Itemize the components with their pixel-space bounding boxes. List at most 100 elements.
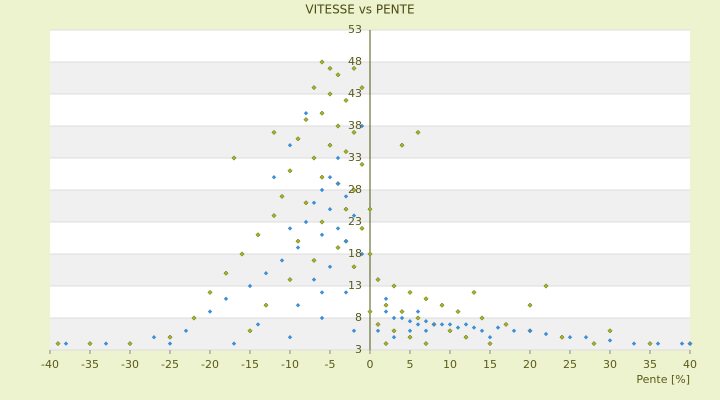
point — [311, 257, 317, 263]
point — [351, 264, 357, 270]
point — [423, 341, 429, 347]
x-tick-label: 25 — [563, 358, 577, 371]
point — [359, 85, 365, 91]
point — [391, 328, 397, 334]
x-tick-label: -30 — [121, 358, 139, 371]
x-tick-label: 10 — [443, 358, 457, 371]
point — [327, 65, 333, 71]
x-tick-label: -20 — [201, 358, 219, 371]
point — [343, 239, 349, 244]
point — [407, 328, 413, 333]
point — [439, 302, 445, 308]
point — [431, 322, 437, 327]
point — [351, 129, 357, 135]
x-tick-label: -35 — [81, 358, 99, 371]
point — [311, 277, 317, 282]
point — [279, 193, 285, 199]
point — [391, 315, 397, 321]
point — [335, 181, 341, 186]
point — [303, 117, 309, 123]
point — [359, 225, 365, 231]
point — [503, 321, 509, 327]
point — [183, 328, 189, 333]
point — [543, 283, 549, 289]
point — [351, 328, 357, 333]
point — [343, 290, 349, 295]
point — [335, 245, 341, 251]
point — [263, 302, 269, 308]
point — [375, 321, 381, 327]
chart-title: VITESSE vs PENTE — [305, 3, 414, 17]
point — [367, 309, 373, 315]
point — [359, 123, 365, 129]
point — [367, 206, 373, 212]
point — [511, 328, 517, 333]
point — [327, 91, 333, 97]
point — [287, 168, 293, 174]
point — [247, 283, 253, 289]
point — [319, 59, 325, 65]
point — [439, 322, 445, 327]
point — [383, 341, 389, 347]
point — [591, 341, 597, 347]
y-tick-label: 13 — [348, 279, 362, 292]
point — [415, 322, 421, 327]
x-tick-label: -5 — [325, 358, 336, 371]
x-tick-label: 5 — [407, 358, 414, 371]
point — [327, 264, 333, 269]
y-tick-label: 53 — [348, 23, 362, 36]
point — [327, 207, 333, 212]
point — [223, 270, 229, 276]
point — [351, 213, 357, 218]
point — [271, 213, 277, 219]
point — [303, 200, 309, 206]
point — [303, 111, 309, 116]
point — [487, 335, 493, 340]
point — [191, 315, 197, 321]
y-tick-label: 43 — [348, 87, 362, 100]
point — [415, 129, 421, 135]
point — [527, 302, 533, 308]
point — [399, 315, 405, 321]
point — [351, 187, 357, 193]
point — [455, 309, 461, 315]
point — [335, 123, 341, 129]
point — [271, 175, 277, 180]
point — [239, 251, 245, 257]
point — [455, 325, 461, 330]
point — [319, 232, 325, 237]
point — [327, 175, 333, 180]
point — [423, 328, 429, 333]
point — [527, 328, 533, 333]
y-tick-label: 8 — [355, 311, 362, 324]
point — [567, 335, 573, 340]
point — [287, 277, 293, 283]
point — [271, 129, 277, 135]
point — [319, 290, 325, 295]
point — [127, 341, 133, 347]
point — [447, 328, 453, 334]
point — [87, 341, 93, 347]
point — [247, 328, 253, 334]
point — [151, 335, 157, 340]
point — [607, 338, 613, 343]
point — [263, 271, 269, 276]
point — [255, 322, 261, 327]
point — [351, 65, 357, 71]
x-axis-label: Pente [%] — [636, 373, 690, 386]
point — [255, 232, 261, 238]
point — [367, 251, 373, 257]
point — [167, 334, 173, 340]
point — [311, 200, 317, 205]
x-tick-label: 35 — [643, 358, 657, 371]
point — [383, 302, 389, 308]
point — [319, 219, 325, 225]
point — [295, 238, 301, 244]
y-tick-label: 3 — [355, 343, 362, 356]
point — [319, 174, 325, 180]
y-tick-label: 38 — [348, 119, 362, 132]
point — [495, 325, 501, 330]
point — [423, 296, 429, 302]
point — [415, 315, 421, 321]
